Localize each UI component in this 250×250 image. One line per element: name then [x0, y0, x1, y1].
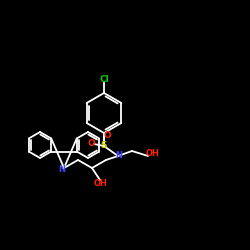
- Text: N: N: [116, 152, 122, 160]
- Text: OH: OH: [94, 178, 108, 188]
- Text: S: S: [101, 142, 107, 150]
- Text: Cl: Cl: [99, 74, 109, 84]
- Text: O: O: [103, 132, 111, 140]
- Text: O: O: [87, 140, 95, 148]
- Text: N: N: [58, 164, 66, 173]
- Text: OH: OH: [146, 148, 160, 158]
